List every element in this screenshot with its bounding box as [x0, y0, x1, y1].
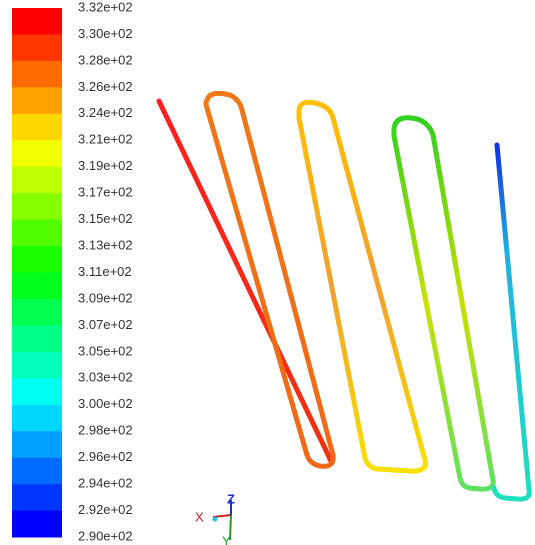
- colorbar-label: 2.92e+02: [78, 502, 133, 517]
- colorbar-label: 3.15e+02: [78, 211, 133, 226]
- colorbar-band: [12, 61, 62, 88]
- colorbar-label: 3.00e+02: [78, 396, 133, 411]
- y-axis-label: Y: [222, 533, 231, 545]
- colorbar-label: 3.30e+02: [78, 26, 133, 41]
- colorbar-band: [12, 484, 62, 511]
- colorbar-label: 3.13e+02: [78, 237, 133, 252]
- colorbar-label: 3.24e+02: [78, 105, 133, 120]
- colorbar: 3.32e+02 3.30e+02 3.28e+02 3.26e+02 3.24e+02…: [12, 0, 133, 543]
- contour-view: 3.32e+02 3.30e+02 3.28e+02 3.26e+02 3.24e+02…: [0, 0, 535, 545]
- colorbar-label: 2.94e+02: [78, 476, 133, 491]
- colorbar-band: [12, 378, 62, 405]
- colorbar-label: 3.11e+02: [78, 264, 132, 279]
- colorbar-band: [12, 220, 62, 247]
- tube: [206, 93, 333, 466]
- z-axis-label: Z: [227, 491, 235, 506]
- x-axis-label: X: [195, 509, 204, 524]
- colorbar-label: 3.32e+02: [78, 0, 133, 14]
- colorbar-band: [12, 431, 62, 458]
- colorbar-band: [12, 193, 62, 220]
- colorbar-label: 3.28e+02: [78, 52, 133, 67]
- colorbar-band: [12, 87, 62, 114]
- colorbar-label: 2.98e+02: [78, 423, 133, 438]
- colorbar-band: [12, 167, 62, 194]
- colorbar-label: 3.03e+02: [78, 370, 133, 385]
- colorbar-band: [12, 140, 62, 167]
- triad-origin: [213, 517, 218, 522]
- colorbar-label: 3.05e+02: [78, 343, 133, 358]
- colorbar-label: 2.90e+02: [78, 528, 133, 543]
- colorbar-label: 3.19e+02: [78, 158, 133, 173]
- colorbar-label: 3.21e+02: [78, 132, 133, 147]
- colorbar-label: 3.26e+02: [78, 79, 133, 94]
- tubes: [159, 93, 529, 499]
- axes-triad: X Z Y: [195, 491, 235, 545]
- colorbar-label: 2.96e+02: [78, 449, 133, 464]
- colorbar-band: [12, 352, 62, 379]
- colorbar-label: 3.09e+02: [78, 290, 133, 305]
- colorbar-band: [12, 511, 62, 538]
- colorbar-band: [12, 34, 62, 61]
- colorbar-band: [12, 325, 62, 352]
- colorbar-band: [12, 299, 62, 326]
- colorbar-label: 3.07e+02: [78, 317, 133, 332]
- colorbar-band: [12, 273, 62, 300]
- colorbar-band: [12, 458, 62, 485]
- colorbar-band: [12, 114, 62, 141]
- tube: [394, 118, 493, 489]
- tube: [299, 102, 425, 471]
- colorbar-band: [12, 8, 62, 35]
- colorbar-label: 3.17e+02: [78, 185, 133, 200]
- tube: [494, 145, 529, 499]
- colorbar-band: [12, 246, 62, 273]
- colorbar-band: [12, 405, 62, 432]
